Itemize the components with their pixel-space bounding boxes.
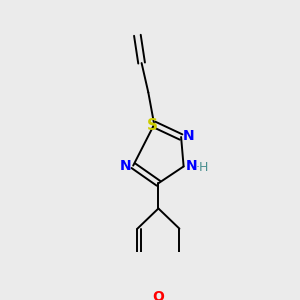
Text: O: O — [152, 290, 164, 300]
Text: N: N — [120, 159, 131, 172]
Text: N: N — [183, 129, 194, 143]
Text: N: N — [185, 159, 197, 173]
Text: ·H: ·H — [195, 161, 209, 174]
Text: S: S — [147, 118, 158, 133]
